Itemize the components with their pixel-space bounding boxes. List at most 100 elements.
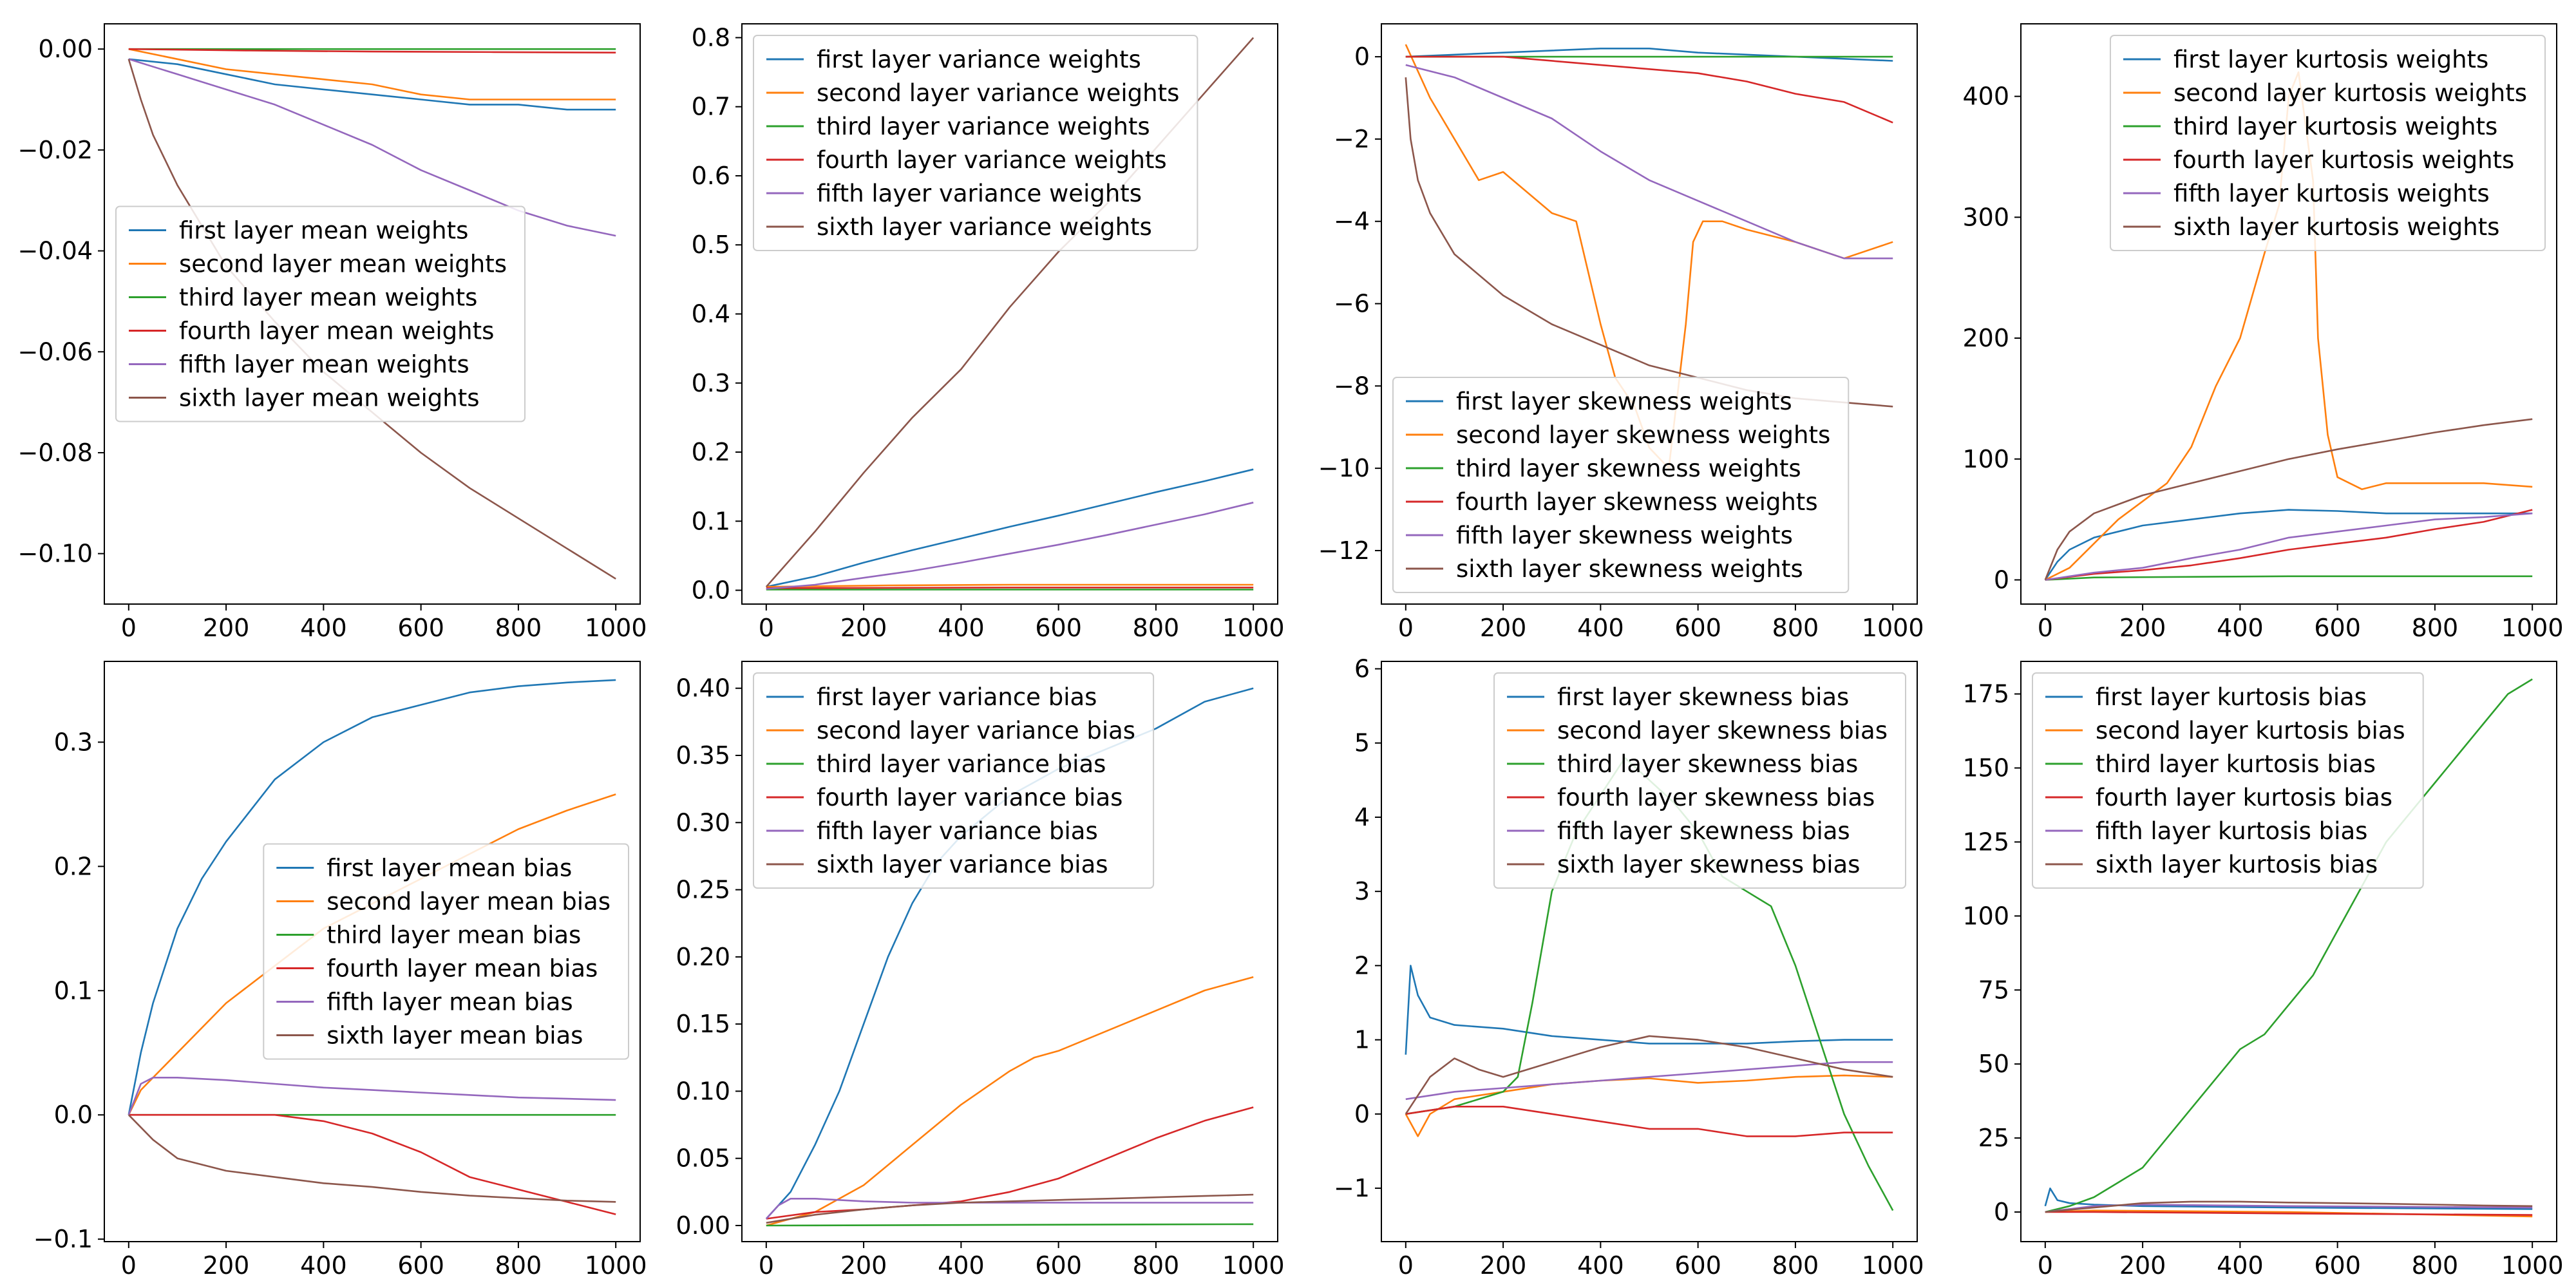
y-tick-label: 0.05 bbox=[676, 1144, 730, 1173]
chart-3: 0 200 400 600 800 1000 0 −2 −4 −6 −8 −10 −12 first la… bbox=[1318, 23, 1924, 642]
legend-label: third layer mean weights bbox=[179, 284, 477, 312]
legend-label: second layer kurtosis bias bbox=[2096, 717, 2405, 744]
x-tick-label: 600 bbox=[397, 1251, 444, 1280]
x-tick-label: 0 bbox=[759, 1251, 774, 1280]
x-tick-label: 600 bbox=[397, 614, 444, 642]
series-line-1 bbox=[766, 468, 1254, 588]
y-tick-label: −0.10 bbox=[18, 540, 93, 568]
plot-frame bbox=[2020, 661, 2557, 1242]
legend-box bbox=[753, 35, 1198, 251]
legend-label: fourth layer variance bias bbox=[817, 784, 1122, 811]
legend: first layer kurtosis weights second layer… bbox=[2109, 35, 2546, 251]
y-tick-label: 0.20 bbox=[676, 943, 730, 971]
series-line-4 bbox=[1405, 1106, 1893, 1137]
legend-label: second layer mean weights bbox=[179, 251, 507, 278]
legend-label: second layer kurtosis weights bbox=[2174, 79, 2527, 107]
y-tick-label: 0.4 bbox=[692, 300, 730, 328]
x-tick-label: 600 bbox=[1674, 1251, 1721, 1280]
series-line-5 bbox=[1405, 64, 1893, 260]
legend-label: sixth layer mean bias bbox=[327, 1022, 583, 1050]
x-tick-label: 1000 bbox=[1862, 614, 1924, 642]
legend-label: fourth layer skewness weights bbox=[1456, 488, 1818, 516]
legend-label: second layer variance weights bbox=[817, 79, 1179, 107]
y-tick-label: 125 bbox=[1962, 828, 2009, 856]
y-tick-label: 4 bbox=[1354, 803, 1370, 831]
series-line-2 bbox=[766, 583, 1254, 588]
legend-label: second layer mean bias bbox=[327, 888, 611, 916]
x-tick-label: 0 bbox=[121, 614, 137, 642]
x-tick-label: 1000 bbox=[585, 614, 647, 642]
legend-label: fifth layer skewness weights bbox=[1456, 522, 1793, 549]
x-tick-label: 400 bbox=[300, 1251, 347, 1280]
x-tick-label: 400 bbox=[300, 614, 347, 642]
x-tick-label: 400 bbox=[2217, 614, 2264, 642]
series-line-5 bbox=[128, 1077, 616, 1115]
y-tick-label: −12 bbox=[1318, 536, 1370, 565]
y-tick-label: 0.10 bbox=[676, 1077, 730, 1105]
chart-5: 0 200 400 600 800 1000 −0.1 0.0 0.1 0.2 0.3 first l… bbox=[33, 661, 647, 1280]
y-tick-label: −0.08 bbox=[18, 439, 93, 467]
legend: first layer variance weights second layer… bbox=[753, 35, 1198, 251]
legend-label: fourth layer kurtosis weights bbox=[2174, 146, 2514, 174]
y-tick-label: 0.40 bbox=[676, 674, 730, 703]
legend-label: sixth layer kurtosis bias bbox=[2096, 851, 2378, 878]
y-tick-label: 0.8 bbox=[692, 23, 730, 52]
legend: first layer skewness weights second layer… bbox=[1392, 377, 1850, 593]
x-tick-label: 0 bbox=[1398, 614, 1414, 642]
series-line-6 bbox=[1405, 77, 1893, 408]
legend-label: first layer mean weights bbox=[179, 217, 468, 245]
chart-4: 0 200 400 600 800 1000 0 100 200 300 400 first laye… bbox=[1962, 23, 2564, 642]
y-tick-label: 0.25 bbox=[676, 876, 730, 904]
y-axis: −1 0 1 2 3 4 5 6 bbox=[1334, 655, 1381, 1202]
y-tick-label: 0.5 bbox=[692, 231, 730, 259]
x-tick-label: 800 bbox=[495, 1251, 542, 1280]
y-tick-label: 3 bbox=[1354, 877, 1370, 905]
series-line-2 bbox=[766, 976, 1254, 1227]
series-line-6 bbox=[2044, 418, 2533, 580]
y-tick-label: 0.30 bbox=[676, 808, 730, 837]
legend-label: fifth layer skewness bias bbox=[1557, 817, 1850, 845]
series-line-6 bbox=[766, 1193, 1254, 1224]
x-tick-label: 200 bbox=[1480, 1251, 1527, 1280]
y-tick-label: 0.3 bbox=[54, 728, 93, 756]
legend-label: sixth layer kurtosis weights bbox=[2174, 213, 2499, 241]
y-tick-label: 200 bbox=[1962, 324, 2009, 352]
y-tick-label: 2 bbox=[1354, 951, 1370, 980]
y-axis: 0 25 50 75 100 125 150 175 bbox=[1962, 680, 2021, 1226]
legend-label: sixth layer skewness weights bbox=[1456, 555, 1803, 583]
x-tick-label: 800 bbox=[1133, 614, 1180, 642]
series-line-5 bbox=[766, 502, 1254, 590]
y-tick-label: −0.1 bbox=[33, 1225, 93, 1253]
y-tick-label: 0 bbox=[1994, 1198, 2009, 1226]
x-tick-label: 600 bbox=[2314, 614, 2361, 642]
y-axis: −0.1 0.0 0.1 0.2 0.3 bbox=[33, 728, 104, 1253]
series-line-1 bbox=[128, 58, 616, 111]
x-tick-label: 200 bbox=[203, 1251, 250, 1280]
legend-label: first layer kurtosis bias bbox=[2096, 683, 2367, 711]
series-line-3 bbox=[766, 1223, 1254, 1227]
legend-box bbox=[115, 205, 526, 422]
x-tick-label: 0 bbox=[2038, 1251, 2053, 1280]
x-tick-label: 0 bbox=[759, 614, 774, 642]
legend: first layer mean bias second layer mean b… bbox=[263, 843, 629, 1060]
y-tick-label: 175 bbox=[1962, 680, 2009, 708]
series-line-1 bbox=[128, 679, 616, 1115]
plot-frame bbox=[1381, 23, 1918, 605]
x-tick-label: 1000 bbox=[2501, 614, 2564, 642]
y-tick-label: 0.3 bbox=[692, 369, 730, 397]
y-tick-label: 100 bbox=[1962, 902, 2009, 930]
x-tick-label: 1000 bbox=[585, 1251, 647, 1280]
x-tick-label: 1000 bbox=[1862, 1251, 1924, 1280]
x-tick-label: 200 bbox=[203, 614, 250, 642]
legend-label: second layer skewness bias bbox=[1557, 717, 1888, 744]
y-tick-label: 400 bbox=[1962, 82, 2009, 111]
x-tick-label: 600 bbox=[1035, 614, 1082, 642]
x-tick-label: 800 bbox=[495, 614, 542, 642]
legend-label: fourth layer variance weights bbox=[817, 146, 1167, 174]
plot-frame bbox=[1381, 661, 1918, 1242]
y-tick-label: −0.04 bbox=[18, 237, 93, 265]
legend-label: first layer skewness weights bbox=[1456, 388, 1792, 415]
x-tick-label: 400 bbox=[2217, 1251, 2264, 1280]
legend: first layer variance bias second layer va… bbox=[753, 672, 1155, 889]
legend-label: first layer kurtosis weights bbox=[2174, 46, 2488, 73]
